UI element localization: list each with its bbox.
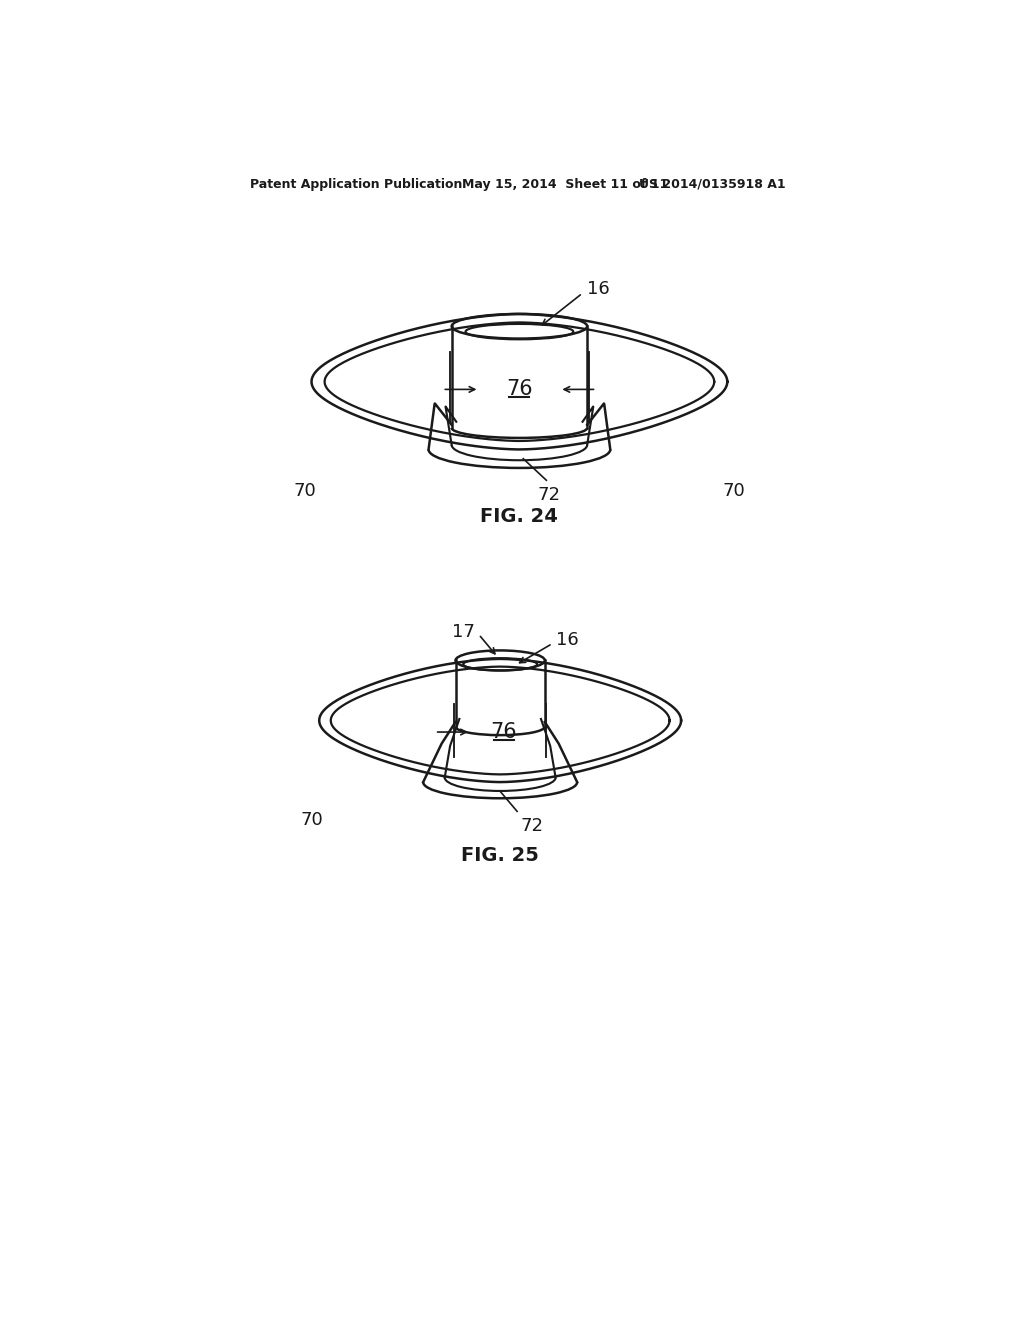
Text: 72: 72 — [520, 817, 543, 834]
Text: FIG. 25: FIG. 25 — [461, 846, 539, 865]
Text: 70: 70 — [300, 812, 323, 829]
Text: FIG. 24: FIG. 24 — [480, 507, 558, 525]
Text: 72: 72 — [538, 486, 560, 504]
Text: 70: 70 — [294, 482, 316, 500]
Text: US 2014/0135918 A1: US 2014/0135918 A1 — [639, 178, 785, 190]
Text: May 15, 2014  Sheet 11 of 11: May 15, 2014 Sheet 11 of 11 — [462, 178, 668, 190]
Text: 76: 76 — [506, 379, 532, 400]
Text: 76: 76 — [490, 722, 517, 742]
Text: 70: 70 — [722, 482, 744, 500]
Text: 16: 16 — [587, 280, 610, 298]
Text: 16: 16 — [556, 631, 580, 649]
Text: 17: 17 — [452, 623, 475, 642]
Text: Patent Application Publication: Patent Application Publication — [250, 178, 462, 190]
